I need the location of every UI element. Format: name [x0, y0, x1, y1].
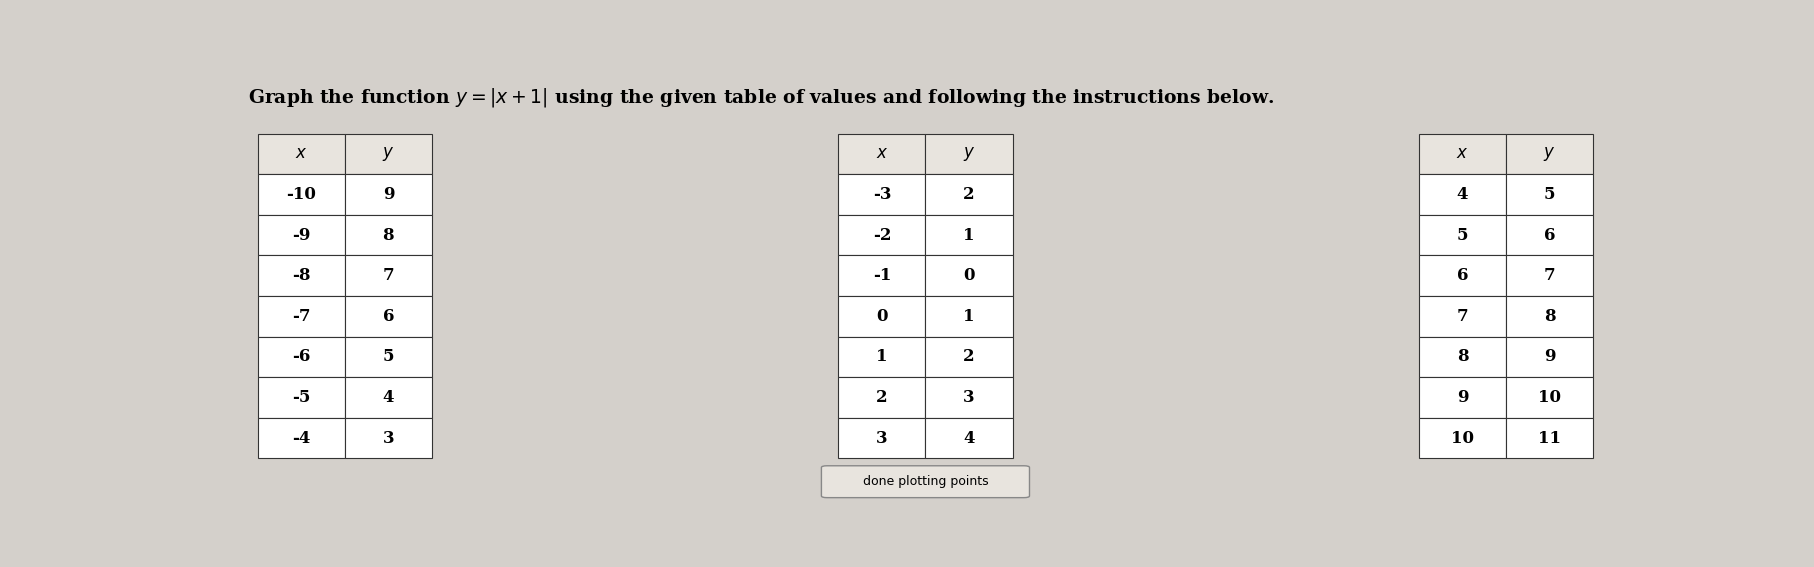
Text: 7: 7 — [1544, 267, 1555, 284]
Bar — [1419, 134, 1506, 174]
Bar — [1506, 337, 1593, 377]
Text: 6: 6 — [1544, 227, 1555, 244]
Text: 8: 8 — [1457, 348, 1468, 365]
Bar — [838, 418, 925, 458]
Bar — [838, 296, 925, 337]
Text: -6: -6 — [292, 348, 310, 365]
Text: -4: -4 — [292, 430, 310, 447]
FancyBboxPatch shape — [822, 466, 1030, 498]
Text: 6: 6 — [1457, 267, 1468, 284]
Bar — [345, 215, 432, 255]
Text: -7: -7 — [292, 308, 310, 325]
Text: -9: -9 — [292, 227, 310, 244]
Text: 1: 1 — [963, 308, 974, 325]
Bar — [1506, 377, 1593, 418]
Text: 8: 8 — [383, 227, 394, 244]
Bar — [1419, 174, 1506, 215]
Text: 8: 8 — [1544, 308, 1555, 325]
Bar — [258, 215, 345, 255]
Bar — [925, 296, 1012, 337]
Bar — [258, 337, 345, 377]
Bar — [345, 377, 432, 418]
Text: 5: 5 — [383, 348, 394, 365]
Bar — [345, 418, 432, 458]
Bar — [345, 337, 432, 377]
Bar — [838, 337, 925, 377]
Text: 0: 0 — [876, 308, 887, 325]
Text: 9: 9 — [1544, 348, 1555, 365]
Text: -3: -3 — [873, 186, 891, 203]
Bar — [1506, 215, 1593, 255]
Text: done plotting points: done plotting points — [863, 475, 989, 488]
Text: $x$: $x$ — [876, 145, 889, 162]
Bar — [345, 255, 432, 296]
Bar — [925, 377, 1012, 418]
Bar — [1506, 255, 1593, 296]
Text: -10: -10 — [287, 186, 316, 203]
Bar — [258, 134, 345, 174]
Bar — [925, 174, 1012, 215]
Text: 0: 0 — [963, 267, 974, 284]
Bar — [1506, 174, 1593, 215]
Bar — [925, 255, 1012, 296]
Bar — [1419, 215, 1506, 255]
Bar — [1419, 377, 1506, 418]
Bar — [838, 255, 925, 296]
Text: -2: -2 — [873, 227, 891, 244]
Text: 10: 10 — [1538, 389, 1562, 406]
Text: $y$: $y$ — [1544, 145, 1556, 163]
Text: 9: 9 — [1457, 389, 1468, 406]
Bar — [345, 174, 432, 215]
Bar — [838, 377, 925, 418]
Text: Graph the function $y = |x + 1|$ using the given table of values and following t: Graph the function $y = |x + 1|$ using t… — [249, 86, 1273, 108]
Text: 5: 5 — [1457, 227, 1468, 244]
Text: 4: 4 — [383, 389, 394, 406]
Text: 7: 7 — [1457, 308, 1468, 325]
Bar — [345, 134, 432, 174]
Bar — [345, 296, 432, 337]
Text: -1: -1 — [873, 267, 891, 284]
Text: 4: 4 — [1457, 186, 1468, 203]
Bar — [1419, 255, 1506, 296]
Bar — [838, 134, 925, 174]
Text: 1: 1 — [876, 348, 887, 365]
Text: 5: 5 — [1544, 186, 1555, 203]
Text: -8: -8 — [292, 267, 310, 284]
Bar — [925, 418, 1012, 458]
Text: 9: 9 — [383, 186, 394, 203]
Text: 3: 3 — [963, 389, 974, 406]
Text: -5: -5 — [292, 389, 310, 406]
Text: 4: 4 — [963, 430, 974, 447]
Bar — [258, 377, 345, 418]
Text: 6: 6 — [383, 308, 394, 325]
Text: 1: 1 — [963, 227, 974, 244]
Bar — [838, 215, 925, 255]
Bar — [1419, 418, 1506, 458]
Bar — [838, 174, 925, 215]
Text: 2: 2 — [963, 348, 974, 365]
Text: 2: 2 — [963, 186, 974, 203]
Bar — [258, 255, 345, 296]
Text: $x$: $x$ — [296, 145, 307, 162]
Text: 3: 3 — [383, 430, 394, 447]
Bar — [258, 174, 345, 215]
Text: 2: 2 — [876, 389, 887, 406]
Bar — [925, 134, 1012, 174]
Bar — [925, 337, 1012, 377]
Text: 7: 7 — [383, 267, 394, 284]
Bar — [1506, 418, 1593, 458]
Text: $y$: $y$ — [963, 145, 976, 163]
Bar — [1419, 296, 1506, 337]
Text: 11: 11 — [1538, 430, 1562, 447]
Text: $y$: $y$ — [383, 145, 395, 163]
Bar — [258, 418, 345, 458]
Bar — [1506, 296, 1593, 337]
Text: $x$: $x$ — [1457, 145, 1469, 162]
Bar — [1419, 337, 1506, 377]
Text: 10: 10 — [1451, 430, 1475, 447]
Bar — [925, 215, 1012, 255]
Text: 3: 3 — [876, 430, 887, 447]
Bar — [1506, 134, 1593, 174]
Bar — [258, 296, 345, 337]
